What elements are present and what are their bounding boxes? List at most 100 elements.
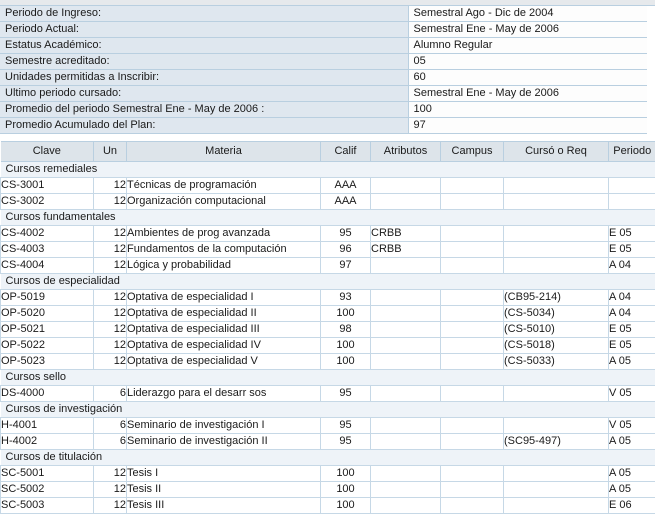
course-section-row: Cursos remediales (0, 161, 655, 178)
cell-clave: CS-4004 (0, 257, 94, 274)
column-header-materia[interactable]: Materia (126, 141, 321, 162)
column-header-campus[interactable]: Campus (440, 141, 504, 162)
table-row[interactable]: OP-5023 12 Optativa de especialidad V 100 (C… (0, 353, 655, 370)
course-section-title: Cursos de titulación (0, 449, 655, 466)
column-header-clave[interactable]: Clave (0, 141, 94, 162)
column-header-un[interactable]: Un (93, 141, 127, 162)
table-row[interactable]: DS-4000 6 Liderazgo para el desarr sos 95 V … (0, 385, 655, 402)
course-section-title: Cursos sello (0, 369, 655, 386)
table-row[interactable]: SC-5003 12 Tesis III 100 E 06 (0, 497, 655, 514)
student-info-body: Periodo de Ingreso: Semestral Ago - Dic d… (0, 6, 647, 134)
course-table-header-row: Clave Un Materia Calif Atributos Campus … (0, 141, 655, 162)
cell-clave: CS-3001 (0, 177, 94, 194)
cell-periodo: A 04 (608, 305, 655, 322)
table-row[interactable]: H-4002 6 Seminario de investigación II 95 (S… (0, 433, 655, 450)
cell-curso (503, 193, 609, 210)
table-row[interactable]: OP-5020 12 Optativa de especialidad II 100 (… (0, 305, 655, 322)
cell-atributos (370, 337, 441, 354)
cell-periodo: A 04 (608, 257, 655, 274)
cell-calif: 98 (320, 321, 371, 338)
cell-clave: OP-5019 (0, 289, 94, 306)
column-header-curso-o-req[interactable]: Cursó o Req (503, 141, 609, 162)
cell-curso (503, 257, 609, 274)
info-value: 05 (407, 53, 647, 70)
table-row[interactable]: CS-4002 12 Ambientes de prog avanzada 95 CRB… (0, 225, 655, 242)
cell-periodo: E 05 (608, 337, 655, 354)
cell-periodo: V 05 (608, 417, 655, 434)
cell-clave: CS-4002 (0, 225, 94, 242)
cell-un: 12 (93, 353, 127, 370)
course-section-row: Cursos de titulación (0, 449, 655, 466)
cell-materia: Optativa de especialidad III (126, 321, 321, 338)
info-row: Ultimo periodo cursado: Semestral Ene - M… (0, 85, 647, 102)
table-gap (0, 134, 655, 141)
cell-materia: Seminario de investigación I (126, 417, 321, 434)
table-row[interactable]: OP-5019 12 Optativa de especialidad I 93 (CB… (0, 289, 655, 306)
cell-un: 12 (93, 241, 127, 258)
cell-materia: Optativa de especialidad I (126, 289, 321, 306)
cell-atributos (370, 289, 441, 306)
cell-materia: Tesis I (126, 465, 321, 482)
info-label: Periodo Actual: (0, 21, 409, 38)
cell-clave: SC-5002 (0, 481, 94, 498)
table-row[interactable]: SC-5002 12 Tesis II 100 A 05 (0, 481, 655, 498)
cell-curso (503, 241, 609, 258)
cell-clave: DS-4000 (0, 385, 94, 402)
cell-campus (440, 353, 504, 370)
cell-curso (503, 497, 609, 514)
info-row: Promedio del periodo Semestral Ene - May… (0, 101, 647, 118)
column-header-atributos[interactable]: Atributos (370, 141, 441, 162)
cell-curso: (CS-5010) (503, 321, 609, 338)
cell-periodo: A 05 (608, 433, 655, 450)
course-history-table: Clave Un Materia Calif Atributos Campus … (0, 141, 655, 514)
column-header-calif[interactable]: Calif (320, 141, 371, 162)
cell-materia: Organización computacional (126, 193, 321, 210)
cell-clave: OP-5021 (0, 321, 94, 338)
cell-curso: (CB95-214) (503, 289, 609, 306)
cell-materia: Liderazgo para el desarr sos (126, 385, 321, 402)
cell-curso (503, 481, 609, 498)
info-label: Ultimo periodo cursado: (0, 85, 409, 102)
cell-calif: 100 (320, 465, 371, 482)
cell-calif: AAA (320, 193, 371, 210)
table-row[interactable]: OP-5022 12 Optativa de especialidad IV 100 (… (0, 337, 655, 354)
table-row[interactable]: SC-5001 12 Tesis I 100 A 05 (0, 465, 655, 482)
cell-campus (440, 433, 504, 450)
column-header-periodo[interactable]: Periodo (608, 141, 655, 162)
info-value: 100 (407, 101, 647, 118)
cell-curso: (CS-5018) (503, 337, 609, 354)
cell-un: 12 (93, 225, 127, 242)
cell-atributos (370, 193, 441, 210)
cell-calif: 100 (320, 305, 371, 322)
table-row[interactable]: CS-4004 12 Lógica y probabilidad 97 A 04 (0, 257, 655, 274)
cell-materia: Tesis III (126, 497, 321, 514)
cell-periodo: A 05 (608, 465, 655, 482)
cell-curso (503, 465, 609, 482)
table-row[interactable]: CS-4003 12 Fundamentos de la computación 96… (0, 241, 655, 258)
cell-calif: 100 (320, 481, 371, 498)
cell-campus (440, 305, 504, 322)
cell-calif: 96 (320, 241, 371, 258)
cell-campus (440, 193, 504, 210)
cell-curso (503, 385, 609, 402)
cell-clave: OP-5022 (0, 337, 94, 354)
cell-calif: 95 (320, 417, 371, 434)
cell-periodo: E 05 (608, 321, 655, 338)
cell-calif: 93 (320, 289, 371, 306)
cell-atributos (370, 353, 441, 370)
cell-atributos: CRBB (370, 225, 441, 242)
cell-periodo: E 05 (608, 241, 655, 258)
table-row[interactable]: H-4001 6 Seminario de investigación I 95 V 0… (0, 417, 655, 434)
cell-curso: (CS-5034) (503, 305, 609, 322)
table-row[interactable]: CS-3002 12 Organización computacional AAA (0, 193, 655, 210)
info-value: Semestral Ene - May de 2006 (407, 85, 647, 102)
cell-clave: SC-5001 (0, 465, 94, 482)
cell-curso: (SC95-497) (503, 433, 609, 450)
table-row[interactable]: OP-5021 12 Optativa de especialidad III 98 (… (0, 321, 655, 338)
cell-materia: Fundamentos de la computación (126, 241, 321, 258)
cell-materia: Ambientes de prog avanzada (126, 225, 321, 242)
cell-clave: H-4002 (0, 433, 94, 450)
cell-periodo: A 04 (608, 289, 655, 306)
course-section-row: Cursos sello (0, 369, 655, 386)
table-row[interactable]: CS-3001 12 Técnicas de programación AAA (0, 177, 655, 194)
